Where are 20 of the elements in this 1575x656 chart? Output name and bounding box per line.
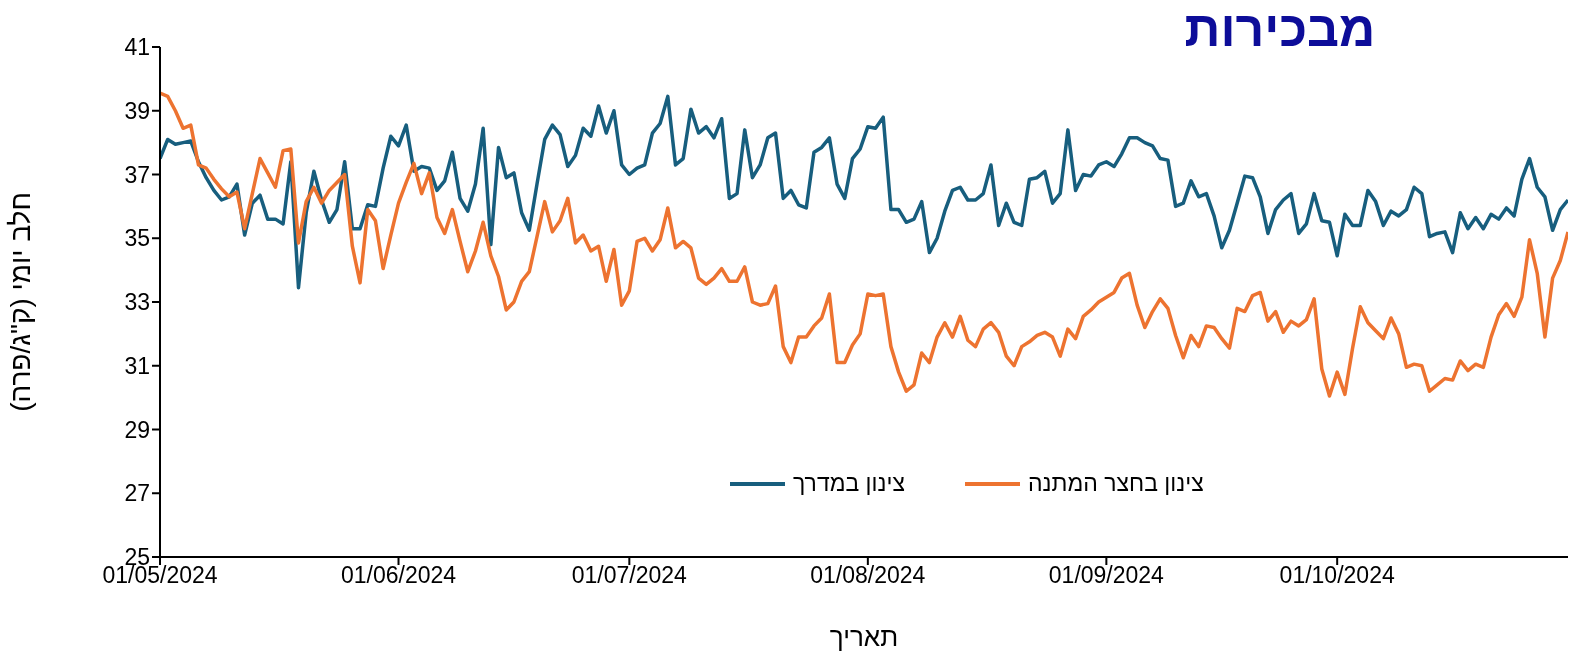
x-tick-label: 01/06/2024 (340, 562, 457, 589)
y-tick-label: 29 (124, 416, 150, 443)
y-tick-label: 27 (124, 480, 150, 507)
chart-title: מבכירות (1183, 0, 1377, 58)
y-tick-label: 37 (124, 161, 150, 188)
x-tick-label: 01/09/2024 (1048, 562, 1165, 589)
line-series (160, 91, 1568, 398)
x-tick-label: 01/10/2024 (1279, 562, 1395, 589)
legend-label: צינון בחצר המתנה (1028, 470, 1204, 497)
x-tick-label: 01/07/2024 (571, 562, 688, 589)
legend-label: צינון במדרך (793, 470, 905, 497)
line-series (160, 94, 1568, 290)
x-tick-label: 01/08/2024 (810, 562, 926, 589)
y-axis-title: חלב יומי (ק"ג/פרה) (4, 192, 36, 412)
x-axis-title: תאריך (829, 622, 899, 652)
y-tick-label: 35 (124, 225, 150, 252)
y-tick-label: 39 (124, 97, 150, 124)
y-tick-label: 33 (124, 289, 150, 316)
y-tick-label: 31 (124, 352, 150, 379)
y-tick-label: 41 (124, 34, 150, 61)
